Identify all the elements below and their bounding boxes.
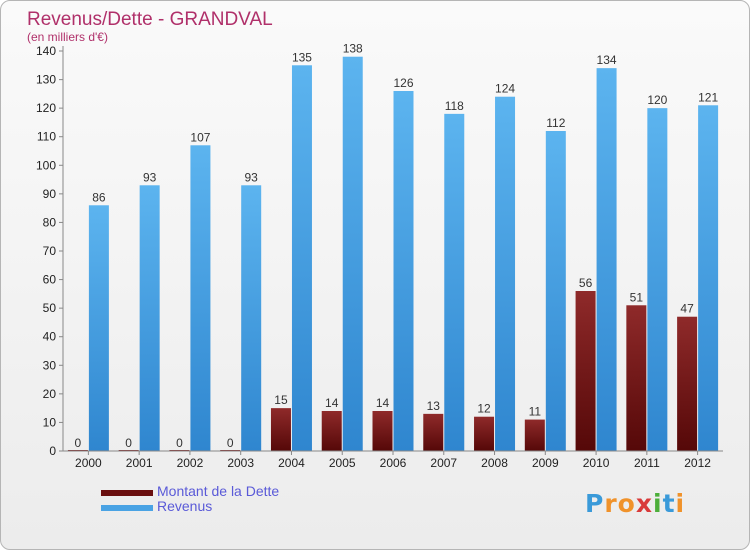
y-tick-label: 10 xyxy=(43,415,57,429)
y-tick-label: 100 xyxy=(36,158,56,172)
data-label-dette: 51 xyxy=(630,290,644,304)
data-label-revenus: 124 xyxy=(495,82,515,96)
logo-letter: i xyxy=(653,489,663,518)
data-label-dette: 0 xyxy=(227,436,234,450)
data-label-dette: 11 xyxy=(529,405,542,419)
x-tick-label: 2012 xyxy=(684,456,711,470)
logo-letter: r xyxy=(604,489,618,518)
logo-letter: P xyxy=(585,489,605,518)
data-label-revenus: 112 xyxy=(546,116,565,130)
data-label-dette: 14 xyxy=(376,396,390,410)
x-tick-label: 2010 xyxy=(583,456,610,470)
data-label-revenus: 107 xyxy=(190,130,210,144)
bar-dette xyxy=(626,305,647,451)
y-tick-label: 90 xyxy=(43,187,57,201)
bar-dette xyxy=(423,413,444,451)
y-tick-label: 110 xyxy=(37,130,56,144)
y-tick-label: 20 xyxy=(43,387,57,401)
bars: 0 86 0 93 0 107 0 93 15 135 14 138 14 126 13 118 12 124 11… xyxy=(67,42,719,452)
y-axis: 0 10 20 30 40 50 60 70 80 90 100 110 120 130 140 xyxy=(36,44,64,458)
data-label-revenus: 121 xyxy=(698,90,718,104)
bar-revenus xyxy=(495,96,516,451)
data-label-dette: 14 xyxy=(325,396,339,410)
chart-subtitle: (en milliers d'€) xyxy=(27,30,108,44)
bar-dette xyxy=(677,316,698,451)
y-tick-label: 140 xyxy=(36,44,56,58)
x-tick-label: 2005 xyxy=(329,456,356,470)
x-tick-label: 2006 xyxy=(380,456,407,470)
bar-revenus xyxy=(596,68,617,452)
bar-dette xyxy=(575,291,596,451)
bar-dette xyxy=(474,416,495,451)
x-tick-label: 2000 xyxy=(75,456,102,470)
bar-revenus xyxy=(647,108,668,452)
bar-revenus xyxy=(88,205,109,451)
x-axis: 2000 2001 2002 2003 2004 2005 2006 2007 2008 2009… xyxy=(63,450,723,470)
bar-dette xyxy=(372,411,393,451)
y-tick-label: 50 xyxy=(43,301,57,315)
y-tick-label: 60 xyxy=(43,273,57,287)
bar-revenus xyxy=(190,145,211,452)
bar-dette xyxy=(524,419,545,451)
data-label-revenus: 118 xyxy=(445,99,464,113)
data-label-dette: 47 xyxy=(680,302,694,316)
bar-revenus xyxy=(444,113,465,451)
bar-revenus xyxy=(139,185,160,452)
data-label-revenus: 126 xyxy=(393,76,413,90)
data-label-dette: 0 xyxy=(75,436,82,450)
bar-revenus xyxy=(241,185,262,452)
x-tick-label: 2008 xyxy=(481,456,508,470)
bar-revenus xyxy=(393,91,414,451)
data-label-dette: 15 xyxy=(274,393,288,407)
proxiti-logo: Proxiti xyxy=(585,489,685,518)
bar-revenus xyxy=(342,56,363,451)
data-label-dette: 0 xyxy=(125,436,132,450)
data-label-dette: 13 xyxy=(427,399,441,413)
y-tick-label: 0 xyxy=(49,444,56,458)
legend-label-revenus: Revenus xyxy=(157,498,213,514)
logo-letter: x xyxy=(635,489,653,518)
data-label-revenus: 86 xyxy=(92,190,106,204)
y-tick-label: 70 xyxy=(43,244,57,258)
x-tick-label: 2009 xyxy=(532,456,559,470)
bar-revenus xyxy=(291,65,312,452)
bar-revenus xyxy=(698,105,719,452)
x-tick-label: 2004 xyxy=(278,456,305,470)
x-tick-label: 2002 xyxy=(177,456,204,470)
data-label-dette: 56 xyxy=(579,276,593,290)
legend-label-dette: Montant de la Dette xyxy=(157,483,280,499)
data-label-revenus: 134 xyxy=(597,53,617,67)
x-tick-label: 2003 xyxy=(227,456,254,470)
y-tick-label: 30 xyxy=(43,358,57,372)
bar-dette xyxy=(270,408,291,451)
data-label-revenus: 93 xyxy=(245,170,259,184)
bar-dette xyxy=(321,411,342,451)
y-tick-label: 80 xyxy=(43,215,57,229)
legend-swatch-revenus xyxy=(101,505,153,511)
logo-letter: o xyxy=(617,489,636,518)
x-tick-label: 2007 xyxy=(430,456,457,470)
data-label-revenus: 138 xyxy=(343,42,363,56)
y-tick-label: 120 xyxy=(36,101,56,115)
x-tick-label: 2011 xyxy=(634,456,660,470)
y-tick-label: 130 xyxy=(36,73,56,87)
chart-title: Revenus/Dette - GRANDVAL xyxy=(27,9,273,30)
y-tick-label: 40 xyxy=(43,330,57,344)
data-label-revenus: 135 xyxy=(292,50,312,64)
bar-revenus xyxy=(545,131,566,451)
logo-letter: i xyxy=(675,489,686,518)
data-label-revenus: 120 xyxy=(647,93,667,107)
data-label-dette: 12 xyxy=(477,402,491,416)
logo-letter: t xyxy=(662,489,676,518)
data-label-revenus: 93 xyxy=(143,170,157,184)
data-label-dette: 0 xyxy=(176,436,183,450)
legend-swatch-dette xyxy=(101,490,153,496)
x-tick-label: 2001 xyxy=(126,456,153,470)
